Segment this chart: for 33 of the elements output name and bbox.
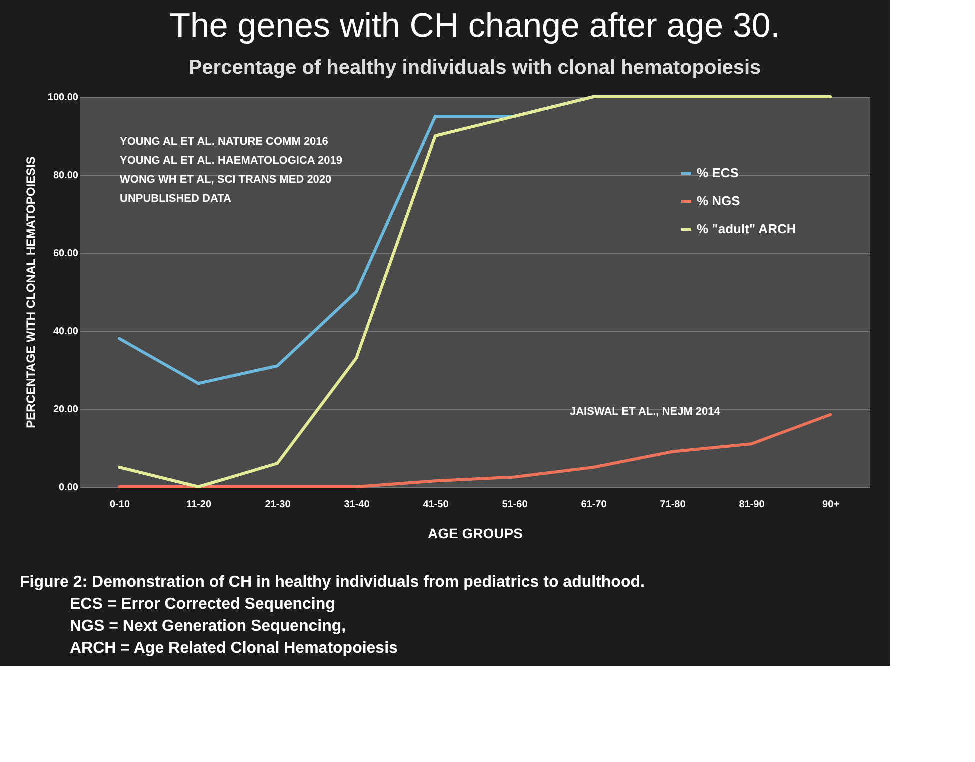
y-tick-label: 60.00 — [53, 248, 79, 260]
y-tick-label: 80.00 — [53, 170, 79, 182]
annotation: YOUNG AL ET AL. HAEMATOLOGICA 2019 — [120, 155, 342, 167]
text: ECS = Error Corrected Sequencing — [70, 596, 336, 613]
annotation: JAISWAL ET AL., NEJM 2014 — [570, 406, 722, 418]
line-series — [118, 96, 832, 488]
x-tick-label: 61-70 — [581, 500, 608, 510]
legend-label: % ECS — [697, 166, 740, 180]
chart-subtitle: Percentage of healthy individuals with clonal hematopoiesis — [188, 57, 762, 79]
y-tick-label: 0.00 — [59, 482, 79, 494]
x-tick-label: 71-80 — [660, 500, 686, 510]
x-tick-label: 51-60 — [502, 500, 528, 510]
caption: Figure 2: Demonstration of CH in healthy individuals from pediatrics to adulthood. — [20, 574, 645, 591]
x-tick-label: 11-20 — [186, 500, 212, 510]
y-tick-label: 40.00 — [53, 326, 79, 338]
annotation: UNPUBLISHED DATA — [120, 193, 232, 205]
legend-label: % NGS — [697, 194, 741, 208]
chart-title: The genes with CH change after age 30. — [170, 7, 780, 45]
annotation: WONG WH ET AL, SCI TRANS MED 2020 — [120, 174, 332, 186]
legend-label: % "adult" ARCH — [697, 222, 796, 236]
x-tick-label: 90+ — [822, 500, 840, 510]
y-tick-label: 20.00 — [53, 404, 79, 416]
annotation: YOUNG AL ET AL. NATURE COMM 2016 — [120, 136, 328, 148]
text: NGS = Next Generation Sequencing, — [70, 618, 346, 635]
text: ARCH = Age Related Clonal Hematopoiesis — [70, 640, 398, 657]
x-tick-label: 31-40 — [344, 500, 370, 510]
x-tick-label: 0-10 — [110, 500, 130, 510]
x-tick-label: 21-30 — [265, 500, 292, 510]
y-tick-label: 100.00 — [48, 92, 79, 104]
x-axis-title: AGE GROUPS — [428, 526, 523, 542]
x-tick-label: 41-50 — [423, 500, 450, 510]
x-tick-label: 81-90 — [739, 500, 766, 510]
y-axis-title: PERCENTAGE WITH CLONAL HEMATOPOIESIS — [24, 156, 38, 428]
